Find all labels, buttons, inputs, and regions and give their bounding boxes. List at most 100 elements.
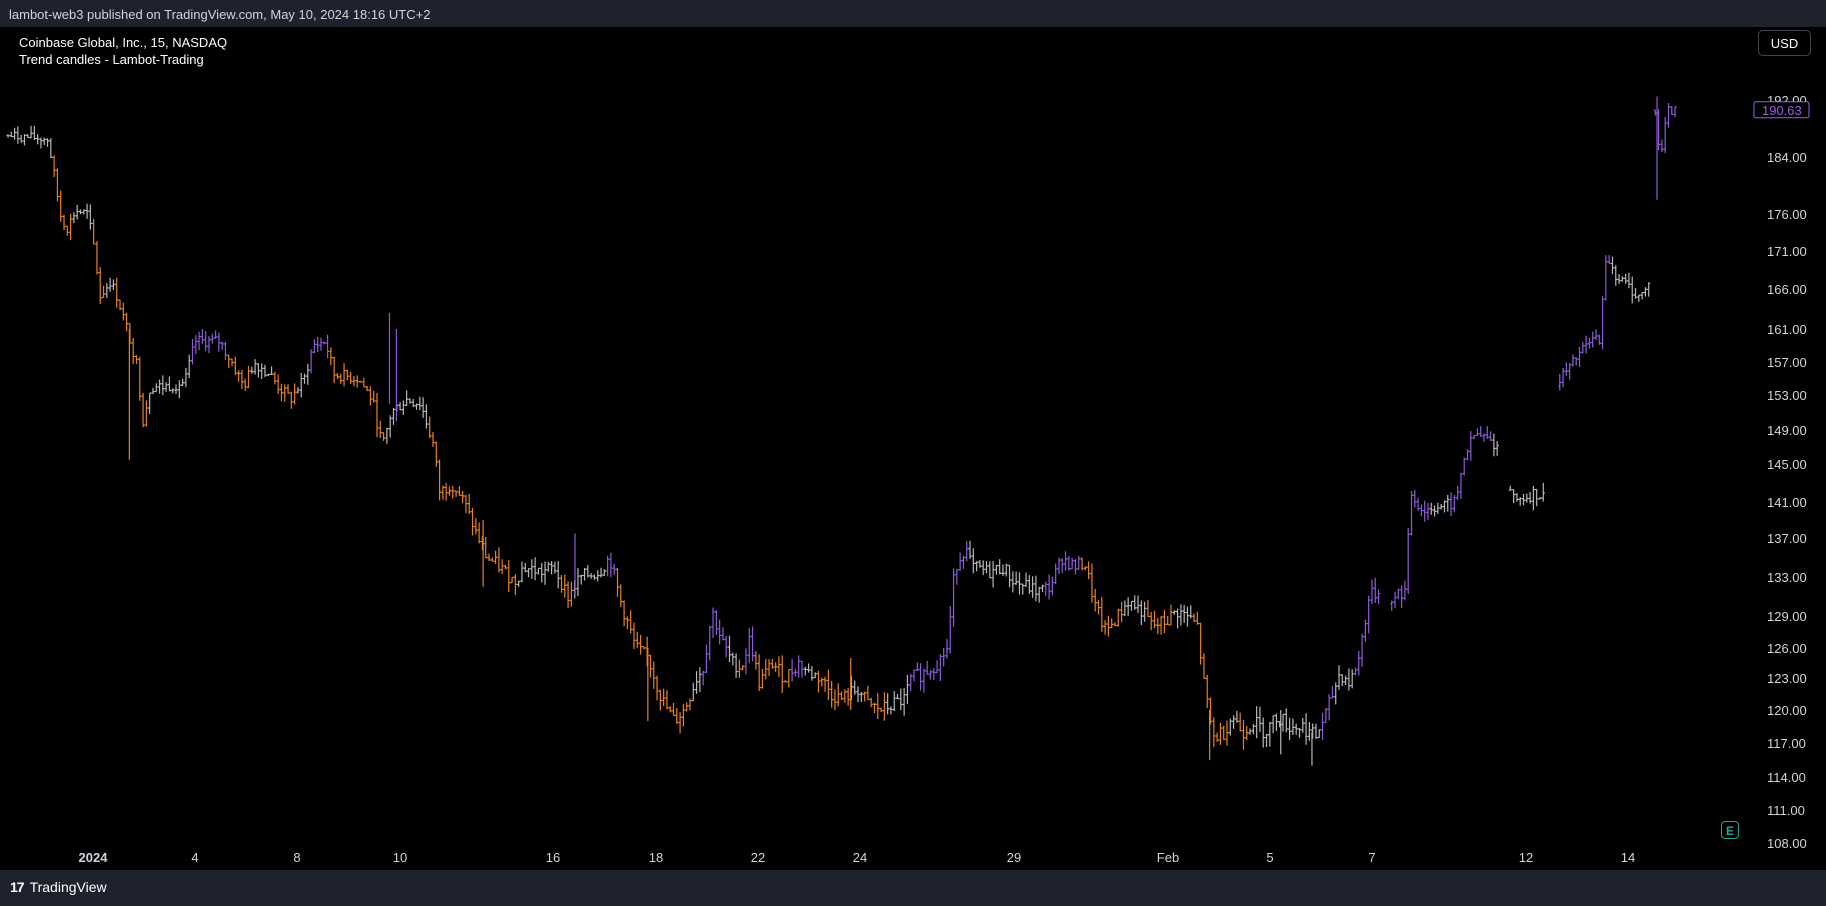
ohlc-bar [741,664,745,671]
ohlc-bar [312,339,316,354]
ohlc-bar [638,634,643,655]
ohlc-bar [171,388,175,394]
ohlc-bar [718,619,722,645]
ohlc-bar [988,561,992,579]
chart-area[interactable]: 192.00 184.00 176.00 171.00 166.00 161.00 157.… [0,27,1826,870]
ohlc-bar [563,574,567,598]
ohlc-bar [1004,563,1008,577]
ohlc-bar [862,691,867,702]
ohlc-bar [1044,581,1048,596]
publish-info: lambot-web3 published on TradingView.com… [9,7,431,22]
ohlc-bar [1564,362,1568,376]
ohlc-bar [797,655,801,678]
ohlc-bar [1294,723,1298,735]
ohlc-bar [45,138,50,147]
ohlc-bar [853,680,857,695]
earnings-icon[interactable]: E [1721,821,1739,839]
ohlc-bar [938,654,942,681]
ohlc-bar [1521,493,1526,506]
ohlc-bar [991,560,995,588]
ohlc-bar [905,674,910,705]
ohlc-bar [108,277,112,292]
ohlc-bar [1304,713,1308,745]
ohlc-bar [971,548,975,574]
price-chart[interactable]: 192.00184.00176.00171.00166.00161.00157.… [0,27,1826,870]
y-tick-label: 129.00 [1767,609,1807,624]
ohlc-bar [1037,586,1041,603]
ohlc-bar [230,358,234,367]
ohlc-bar [144,400,148,427]
chart-legend: Coinbase Global, Inc., 15, NASDAQ Trend … [19,34,227,68]
ohlc-bar [606,555,610,577]
ohlc-bar [869,697,873,708]
ohlc-bar [398,402,402,411]
ohlc-bar [451,485,455,499]
ohlc-bar [1215,732,1219,742]
ohlc-bar [490,557,494,562]
x-tick-label: 12 [1519,850,1533,865]
y-tick-label: 123.00 [1767,671,1807,686]
ohlc-bar [1442,500,1447,513]
ohlc-bar [886,693,890,715]
ohlc-bar [602,569,606,577]
ohlc-bar [437,459,442,501]
ohlc-bar [1485,426,1489,439]
ohlc-bar [95,241,99,275]
ohlc-bar [912,669,916,682]
ohlc-bar [978,559,982,568]
ohlc-bar [662,688,666,707]
ohlc-bar [764,658,768,680]
ohlc-bar [1136,595,1140,613]
ohlc-bar [1350,669,1354,689]
ohlc-bar [1047,574,1051,600]
symbol-title[interactable]: Coinbase Global, Inc., 15, NASDAQ [19,35,228,50]
ohlc-bar [1077,555,1081,571]
ohlc-bar [253,359,257,375]
x-tick-label: 8 [293,850,300,865]
ohlc-bar [714,610,718,635]
ohlc-bar [1627,272,1631,289]
ohlc-bar [378,420,382,439]
ohlc-bar [750,626,755,662]
ohlc-bar [213,330,218,339]
ohlc-bar [1426,502,1430,521]
ohlc-bar [951,568,956,627]
ohlc-bar [1152,610,1157,629]
ohlc-bar [1515,493,1519,502]
ohlc-bar [1291,718,1295,736]
tradingview-logo[interactable]: 17 TradingView [10,879,107,895]
ohlc-bar [1465,449,1470,461]
currency-button[interactable]: USD [1758,30,1811,56]
ohlc-bar [530,559,534,579]
ohlc-bar [1307,721,1311,741]
ohlc-bar [691,682,695,702]
ohlc-bar [1175,608,1180,629]
ohlc-bar [629,610,633,634]
ohlc-bar [1360,633,1364,668]
ohlc-bar [1357,650,1361,676]
ohlc-bar [461,490,465,504]
ohlc-bar [1607,255,1611,265]
ohlc-bar [1185,606,1190,627]
ohlc-bar [339,373,343,384]
indicator-title[interactable]: Trend candles - Lambot-Trading [19,52,204,67]
ohlc-bar [935,660,939,674]
ohlc-bar [1212,717,1216,748]
x-tick-label: 7 [1368,850,1375,865]
y-tick-label: 184.00 [1767,150,1807,165]
ohlc-bar [39,137,43,149]
ohlc-bar [1159,616,1163,635]
ohlc-bar [1620,276,1624,282]
ohlc-bar [414,403,419,410]
ohlc-bar [1192,613,1196,623]
ohlc-bar [513,574,517,596]
ohlc-bar [154,383,158,393]
ohlc-bar [856,686,860,703]
ohlc-bar [928,670,933,680]
ohlc-bar [1274,713,1279,732]
y-tick-label: 133.00 [1767,570,1807,585]
ohlc-bar [75,204,79,220]
ohlc-bar [434,441,438,467]
ohlc-bar [1512,489,1516,503]
ohlc-bar [1640,291,1644,300]
